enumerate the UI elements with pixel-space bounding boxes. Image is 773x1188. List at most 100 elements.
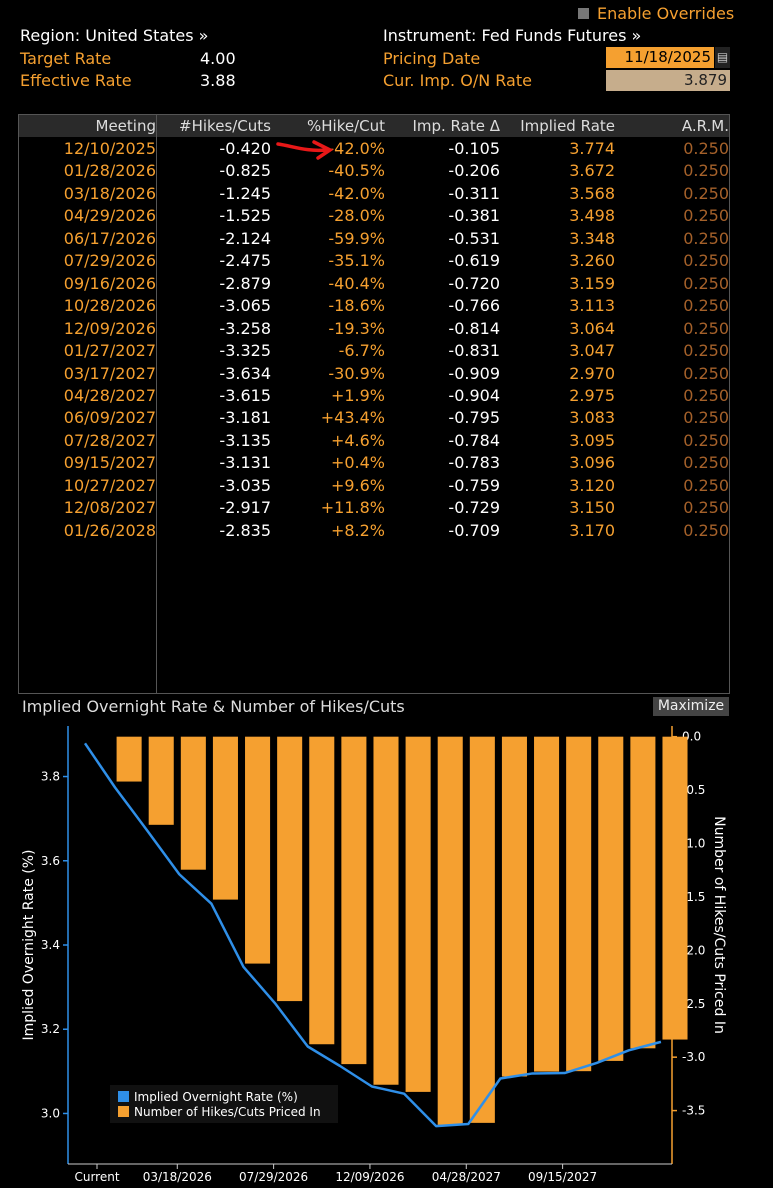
- pct-hike-cut-value: +0.4%: [330, 453, 385, 473]
- meeting-date: 09/15/2027: [63, 453, 156, 473]
- table-row[interactable]: 10/28/2026 -3.065 -18.6% -0.766 3.113 0.250: [19, 295, 729, 318]
- table-row[interactable]: 03/17/2027 -3.634 -30.9% -0.909 2.970 0.250: [19, 363, 729, 386]
- pct-hike-cut-value: +1.9%: [330, 385, 385, 405]
- meeting-date: 10/28/2026: [63, 296, 156, 316]
- arm-value: 0.250: [683, 161, 729, 181]
- col-imp-rate-delta[interactable]: Imp. Rate Δ: [412, 117, 500, 135]
- rate-chart: 3.03.23.43.63.80.0-0.5-1.0-1.5-2.0-2.5-3…: [21, 726, 727, 1184]
- arm-value: 0.250: [683, 251, 729, 271]
- legend-swatch-hikes: [118, 1106, 129, 1117]
- right-tick-label: -0.5: [682, 783, 705, 797]
- left-tick-label: 3.6: [41, 854, 60, 868]
- imp-rate-delta-value: -0.709: [448, 520, 500, 540]
- left-tick-label: 3.4: [41, 938, 60, 952]
- pct-hike-cut-value: +11.8%: [320, 498, 385, 518]
- imp-rate-delta-value: -0.619: [448, 251, 500, 271]
- implied-rate-value: 3.083: [569, 408, 615, 428]
- table-row[interactable]: 01/27/2027 -3.325 -6.7% -0.831 3.047 0.250: [19, 340, 729, 363]
- bar-hikes-cuts: [116, 736, 142, 782]
- hikes-cuts-value: -3.135: [219, 430, 271, 450]
- left-tick-label: 3.0: [41, 1106, 60, 1120]
- maximize-button[interactable]: Maximize: [653, 697, 729, 716]
- legend-label-rate: Implied Overnight Rate (%): [134, 1090, 298, 1104]
- implied-rate-value: 3.774: [569, 139, 615, 158]
- instrument-selector[interactable]: Instrument: Fed Funds Futures »: [383, 26, 642, 45]
- meeting-date: 07/28/2027: [63, 430, 156, 450]
- col-arm[interactable]: A.R.M.: [681, 117, 729, 135]
- implied-rate-value: 3.064: [569, 318, 615, 338]
- pct-hike-cut-value: +4.6%: [330, 430, 385, 450]
- table-row[interactable]: 12/09/2026 -3.258 -19.3% -0.814 3.064 0.250: [19, 318, 729, 341]
- pct-hike-cut-value: -19.3%: [328, 318, 385, 338]
- implied-rate-value: 3.096: [569, 453, 615, 473]
- imp-rate-delta-value: -0.904: [448, 385, 500, 405]
- table-row[interactable]: 04/29/2026 -1.525 -28.0% -0.381 3.498 0.250: [19, 205, 729, 228]
- bar-hikes-cuts: [598, 736, 624, 1061]
- table-row[interactable]: 12/08/2027 -2.917 +11.8% -0.729 3.150 0.250: [19, 497, 729, 520]
- table-row[interactable]: 09/15/2027 -3.131 +0.4% -0.783 3.096 0.250: [19, 452, 729, 475]
- imp-rate-delta-value: -0.766: [448, 296, 500, 316]
- implied-rate-value: 3.159: [569, 273, 615, 293]
- pct-hike-cut-value: -30.9%: [328, 363, 385, 383]
- table-row[interactable]: 06/17/2026 -2.124 -59.9% -0.531 3.348 0.250: [19, 228, 729, 251]
- enable-overrides[interactable]: Enable Overrides: [578, 4, 734, 23]
- col-meeting[interactable]: Meeting: [95, 117, 156, 135]
- x-tick-label: 12/09/2026: [335, 1170, 404, 1184]
- legend-swatch-rate: [118, 1091, 129, 1102]
- hikes-cuts-value: -3.181: [219, 408, 271, 428]
- arm-value: 0.250: [683, 296, 729, 316]
- hikes-cuts-value: -2.475: [219, 251, 271, 271]
- table-row[interactable]: 06/09/2027 -3.181 +43.4% -0.795 3.083 0.250: [19, 407, 729, 430]
- region-selector[interactable]: Region: United States »: [20, 26, 209, 45]
- imp-rate-delta-value: -0.206: [448, 161, 500, 181]
- col-hikes-cuts[interactable]: #Hikes/Cuts: [179, 117, 271, 135]
- calendar-icon[interactable]: ▤: [715, 47, 730, 68]
- y-axis-title: Implied Overnight Rate (%): [21, 849, 37, 1040]
- on-rate-input[interactable]: 3.879: [606, 70, 730, 91]
- imp-rate-delta-value: -0.729: [448, 498, 500, 518]
- table-row[interactable]: 07/28/2027 -3.135 +4.6% -0.784 3.095 0.250: [19, 430, 729, 453]
- hikes-cuts-value: -3.065: [219, 296, 271, 316]
- table-row[interactable]: 01/28/2026 -0.825 -40.5% -0.206 3.672 0.250: [19, 160, 729, 183]
- pricing-date-input[interactable]: 11/18/2025: [606, 47, 714, 68]
- left-tick-label: 3.8: [41, 770, 60, 784]
- implied-rate-value: 3.095: [569, 430, 615, 450]
- table-row[interactable]: 04/28/2027 -3.615 +1.9% -0.904 2.975 0.250: [19, 385, 729, 408]
- col-implied-rate[interactable]: Implied Rate: [520, 117, 615, 135]
- col-pct-hike-cut[interactable]: %Hike/Cut: [307, 117, 385, 135]
- arm-value: 0.250: [683, 183, 729, 203]
- enable-overrides-label: Enable Overrides: [597, 4, 735, 23]
- table-row[interactable]: 01/26/2028 -2.835 +8.2% -0.709 3.170 0.250: [19, 520, 729, 543]
- meeting-date: 01/27/2027: [63, 341, 156, 361]
- target-rate-value: 4.00: [200, 49, 236, 68]
- implied-rate-value: 3.150: [569, 498, 615, 518]
- bar-hikes-cuts: [630, 736, 656, 1049]
- checkbox-icon[interactable]: [578, 8, 589, 19]
- pct-hike-cut-value: +43.4%: [320, 408, 385, 428]
- right-tick-label: -2.0: [682, 943, 705, 957]
- hikes-cuts-value: -1.245: [219, 183, 271, 203]
- table-row[interactable]: 10/27/2027 -3.035 +9.6% -0.759 3.120 0.250: [19, 475, 729, 498]
- table-row[interactable]: 09/16/2026 -2.879 -40.4% -0.720 3.159 0.250: [19, 273, 729, 296]
- annotation-arrow-icon: [276, 140, 334, 160]
- table-row[interactable]: 03/18/2026 -1.245 -42.0% -0.311 3.568 0.250: [19, 183, 729, 206]
- arm-value: 0.250: [683, 341, 729, 361]
- hikes-cuts-value: -3.615: [219, 385, 271, 405]
- table-row[interactable]: 12/10/2025 -0.420 -42.0% -0.105 3.774 0.250: [19, 138, 729, 161]
- table-header: Meeting #Hikes/Cuts %Hike/Cut Imp. Rate …: [19, 115, 729, 137]
- arm-value: 0.250: [683, 475, 729, 495]
- imp-rate-delta-value: -0.759: [448, 475, 500, 495]
- arm-value: 0.250: [683, 498, 729, 518]
- y2-axis-title: Number of Hikes/Cuts Priced In: [711, 816, 727, 1034]
- meetings-table: Meeting #Hikes/Cuts %Hike/Cut Imp. Rate …: [18, 114, 730, 694]
- imp-rate-delta-value: -0.795: [448, 408, 500, 428]
- table-row[interactable]: 07/29/2026 -2.475 -35.1% -0.619 3.260 0.250: [19, 250, 729, 273]
- implied-rate-value: 3.568: [569, 183, 615, 203]
- implied-rate-value: 2.975: [569, 385, 615, 405]
- arm-value: 0.250: [683, 228, 729, 248]
- meeting-date: 12/08/2027: [63, 498, 156, 518]
- imp-rate-delta-value: -0.531: [448, 228, 500, 248]
- arm-value: 0.250: [683, 139, 729, 158]
- imp-rate-delta-value: -0.381: [448, 206, 500, 226]
- bar-hikes-cuts: [469, 736, 495, 1123]
